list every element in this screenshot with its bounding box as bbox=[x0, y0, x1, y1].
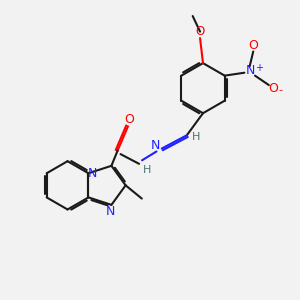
Text: N: N bbox=[151, 139, 160, 152]
Text: H: H bbox=[192, 132, 200, 142]
Text: N: N bbox=[87, 167, 97, 180]
Text: N: N bbox=[105, 205, 115, 218]
Text: O: O bbox=[124, 112, 134, 126]
Text: -: - bbox=[278, 85, 282, 95]
Text: H: H bbox=[143, 165, 151, 175]
Text: O: O bbox=[195, 25, 205, 38]
Text: O: O bbox=[248, 38, 258, 52]
Text: O: O bbox=[268, 82, 278, 94]
Text: +: + bbox=[255, 63, 263, 73]
Text: N: N bbox=[246, 64, 255, 77]
